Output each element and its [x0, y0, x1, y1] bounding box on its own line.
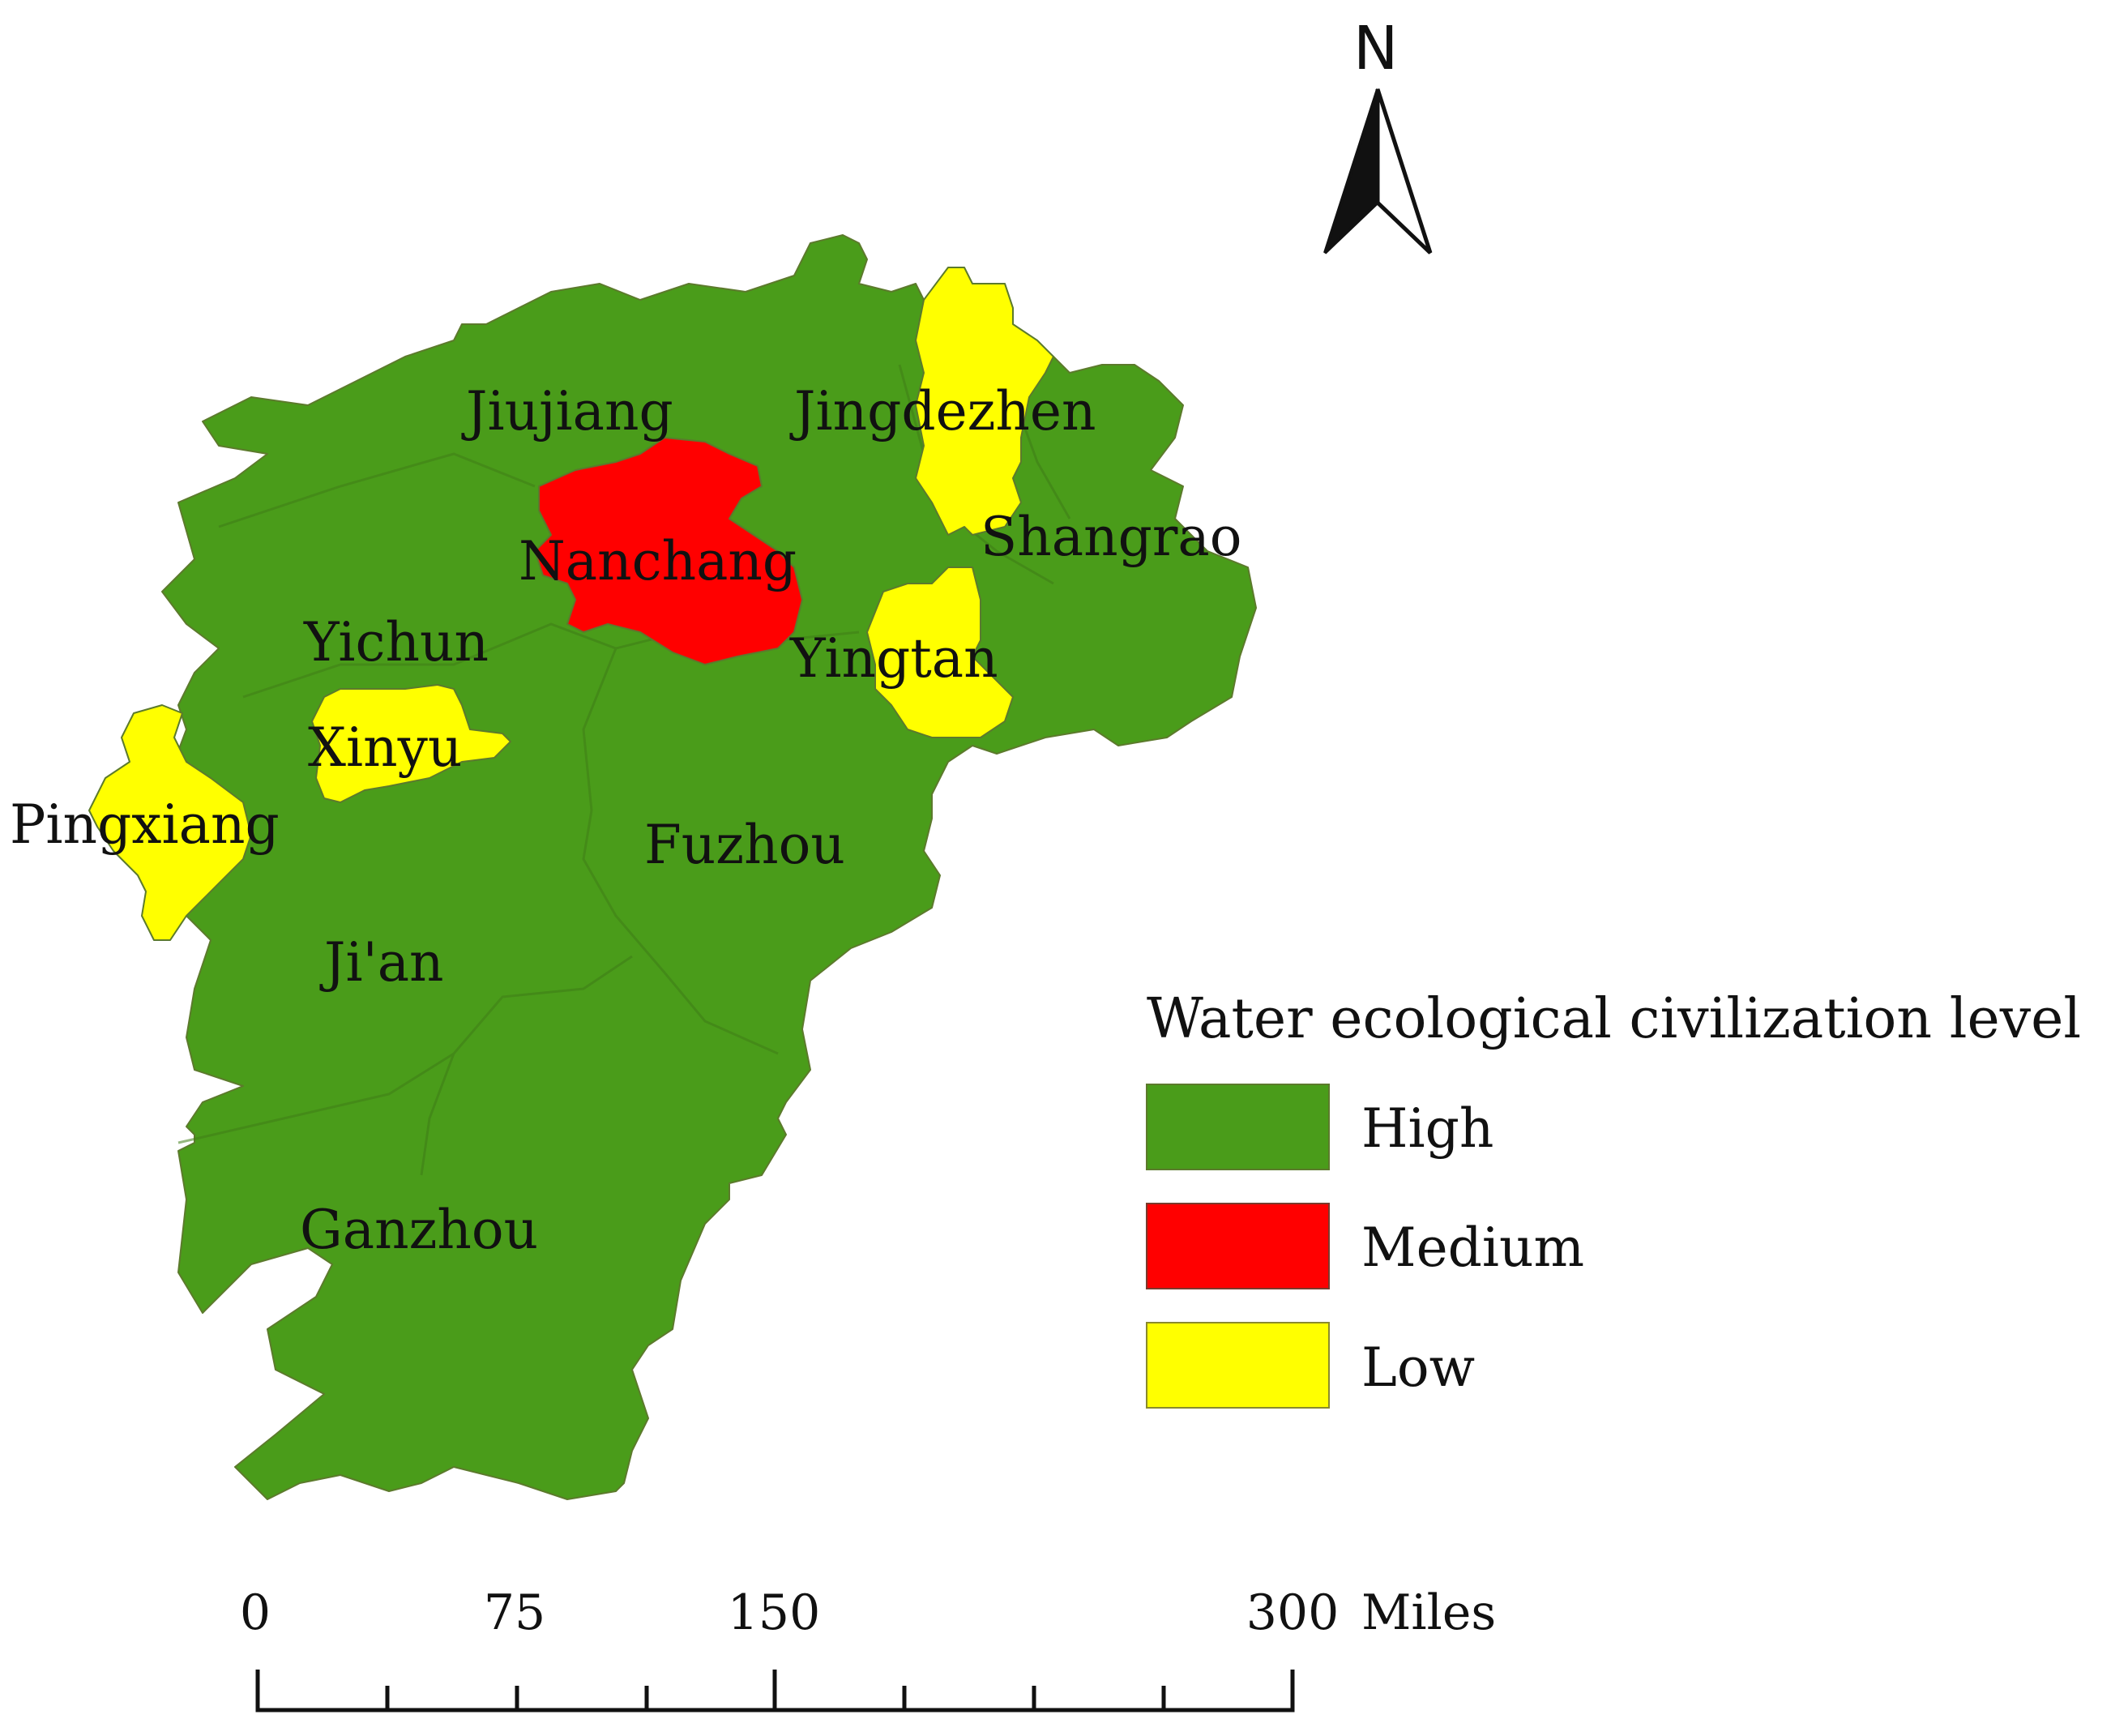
label-yingtan: Yingtan [789, 627, 998, 690]
legend-title: Water ecological civilization level [1147, 987, 2081, 1051]
scale-bar: 0 75 150 300 Miles [240, 1584, 1496, 1712]
label-jingdezhen: Jingdezhen [789, 380, 1096, 443]
label-nanchang: Nanchang [519, 530, 797, 592]
region-pingxiang [88, 704, 252, 941]
legend-label-high: High [1361, 1097, 1493, 1160]
north-arrow-right-half-icon [1375, 88, 1433, 254]
legend: Water ecological civilization level High… [1146, 987, 2081, 1409]
scale-tick-150: 150 [728, 1584, 821, 1641]
region-jingdezhen [915, 267, 1054, 536]
label-jiujiang: Jiujiang [461, 380, 673, 443]
scale-tick-300: 300 [1246, 1584, 1340, 1641]
scale-tick-0: 0 [240, 1584, 271, 1641]
label-shangrao: Shangrao [981, 506, 1241, 568]
legend-label-low: Low [1361, 1336, 1475, 1399]
label-yichun: Yichun [303, 611, 489, 673]
region-xinyu [311, 684, 511, 803]
region-nanchang [534, 437, 803, 665]
legend-label-medium: Medium [1361, 1216, 1584, 1279]
scale-bar-line [255, 1670, 1295, 1712]
north-label: N [1353, 14, 1398, 83]
label-ganzhou: Ganzhou [300, 1199, 538, 1261]
scale-tick-75: 75 [484, 1584, 545, 1641]
north-arrow: N [1323, 14, 1433, 254]
legend-swatch-medium [1146, 1203, 1330, 1289]
label-pingxiang: Pingxiang [10, 793, 280, 856]
scale-unit: Miles [1361, 1584, 1496, 1641]
legend-swatch-low [1146, 1322, 1330, 1409]
legend-swatch-high [1146, 1084, 1330, 1170]
label-fuzhou: Fuzhou [644, 814, 845, 876]
region-yingtan [866, 567, 1014, 738]
label-jian: Ji'an [319, 931, 444, 994]
north-arrow-left-half-icon [1323, 88, 1379, 254]
label-xinyu: Xinyu [308, 716, 462, 779]
